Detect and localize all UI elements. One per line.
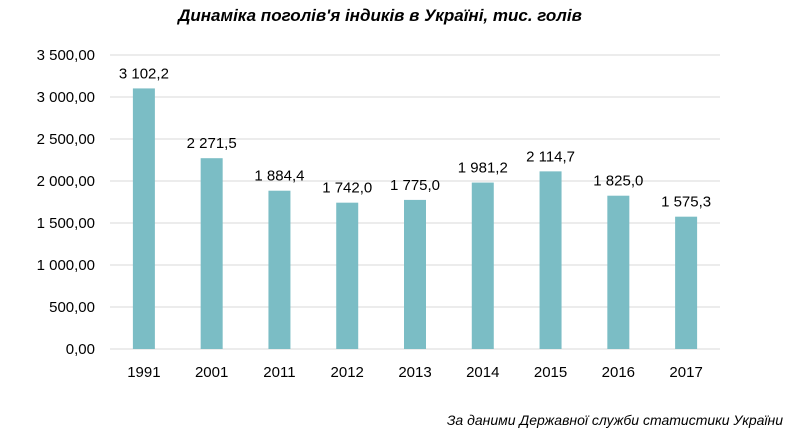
bar-2013	[404, 199, 426, 349]
data-label-2013: 1 775,0	[390, 177, 440, 194]
y-tick-label: 1 000,00	[37, 257, 95, 274]
data-label-2014: 1 981,2	[458, 160, 508, 177]
bar-1991	[132, 88, 155, 350]
y-axis-labels: 0,00 500,00 1 000,00 1 500,00 2 000,00 2 500,…	[37, 47, 95, 358]
bar-2015	[539, 171, 562, 349]
chart-title: Динаміка поголів'я індиків в Україні, ти…	[178, 6, 582, 25]
x-tick-label-2017: 2017	[669, 364, 702, 381]
y-tick-label: 3 500,00	[37, 47, 95, 64]
x-tick-label-2014: 2014	[466, 364, 499, 381]
bar-2011	[268, 190, 291, 349]
data-labels: 3 102,2 2 271,5 1 884,4 1 742,0 1 775,0 1 981…	[119, 65, 711, 210]
x-tick-label-2011: 2011	[263, 364, 295, 381]
bar-2001	[200, 158, 223, 349]
x-tick-label-1991: 1991	[127, 364, 160, 381]
x-tick-label-2001: 2001	[195, 364, 228, 381]
bar-2017	[675, 216, 698, 349]
y-tick-label: 2 000,00	[37, 173, 95, 190]
data-label-2015: 2 114,7	[526, 148, 575, 165]
data-label-2012: 1 742,0	[322, 180, 372, 197]
data-label-2016: 1 825,0	[593, 173, 643, 190]
y-tick-label: 0,00	[66, 341, 95, 358]
bars	[132, 88, 698, 350]
bar-2012	[336, 202, 359, 349]
y-tick-label: 1 500,00	[37, 215, 95, 232]
bar-2014	[471, 182, 494, 349]
source-note: За даними Державної служби статистики Ук…	[446, 412, 783, 428]
y-tick-label: 2 500,00	[37, 131, 95, 148]
data-label-1991: 3 102,2	[119, 65, 169, 82]
x-tick-label-2016: 2016	[602, 364, 635, 381]
x-tick-label-2013: 2013	[398, 364, 431, 381]
x-tick-label-2015: 2015	[534, 364, 567, 381]
data-label-2011: 1 884,4	[254, 168, 304, 185]
x-axis-labels: 1991 2001 2011 2012 2013 2014 2015 2016 2017	[127, 364, 703, 381]
x-tick-label-2012: 2012	[331, 364, 364, 381]
y-tick-label: 3 000,00	[37, 89, 95, 106]
data-label-2001: 2 271,5	[187, 135, 237, 152]
y-tick-label: 500,00	[49, 299, 95, 316]
data-label-2017: 1 575,3	[661, 194, 711, 211]
bar-2016	[607, 195, 630, 349]
